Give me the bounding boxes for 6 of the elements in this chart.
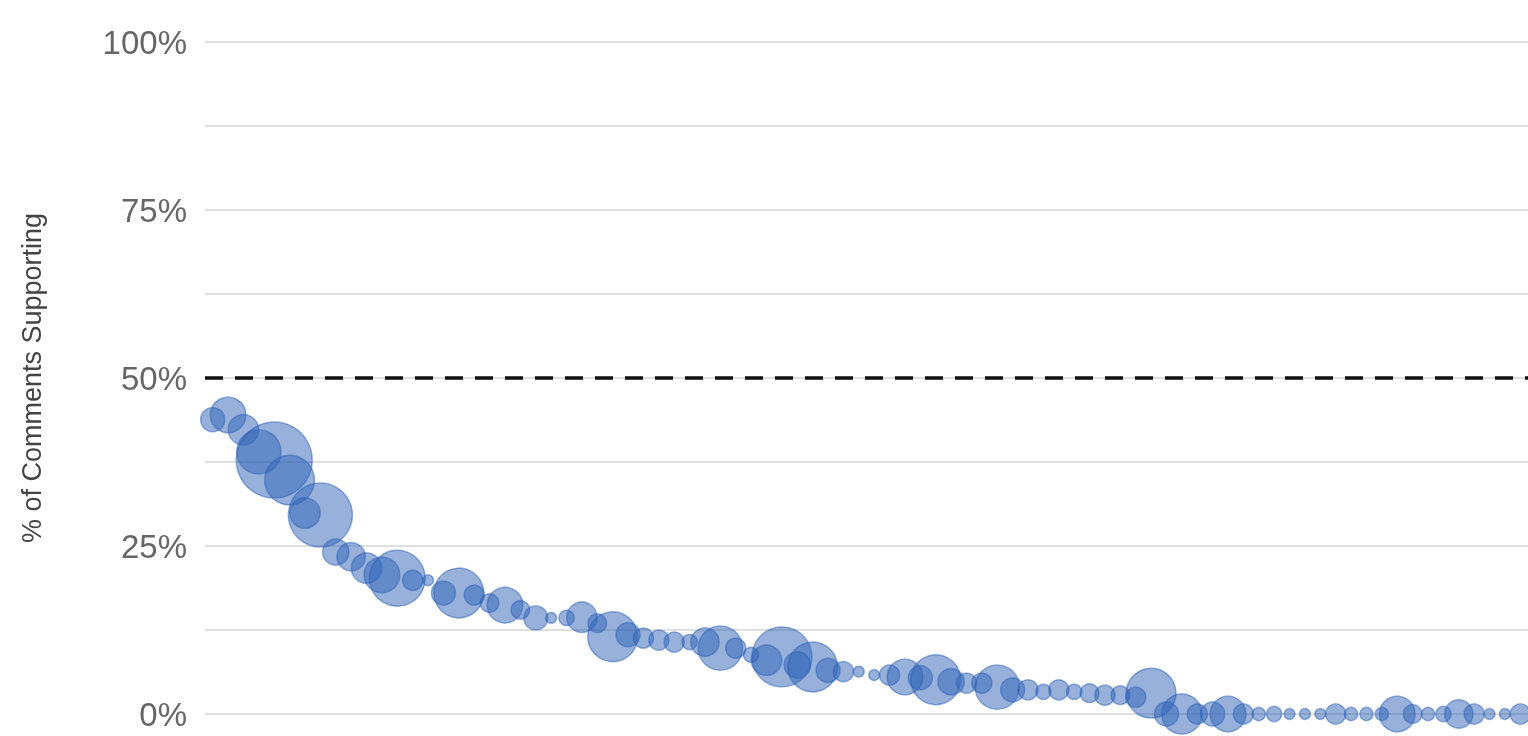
y-tick-label: 100% xyxy=(102,23,187,61)
y-tick-label: 75% xyxy=(120,191,187,229)
y-tick-label: 25% xyxy=(120,527,187,565)
y-tick-label: 50% xyxy=(120,359,187,397)
y-axis-title: % of Comments Supporting xyxy=(16,212,47,544)
y-tick-label: 0% xyxy=(139,695,187,733)
